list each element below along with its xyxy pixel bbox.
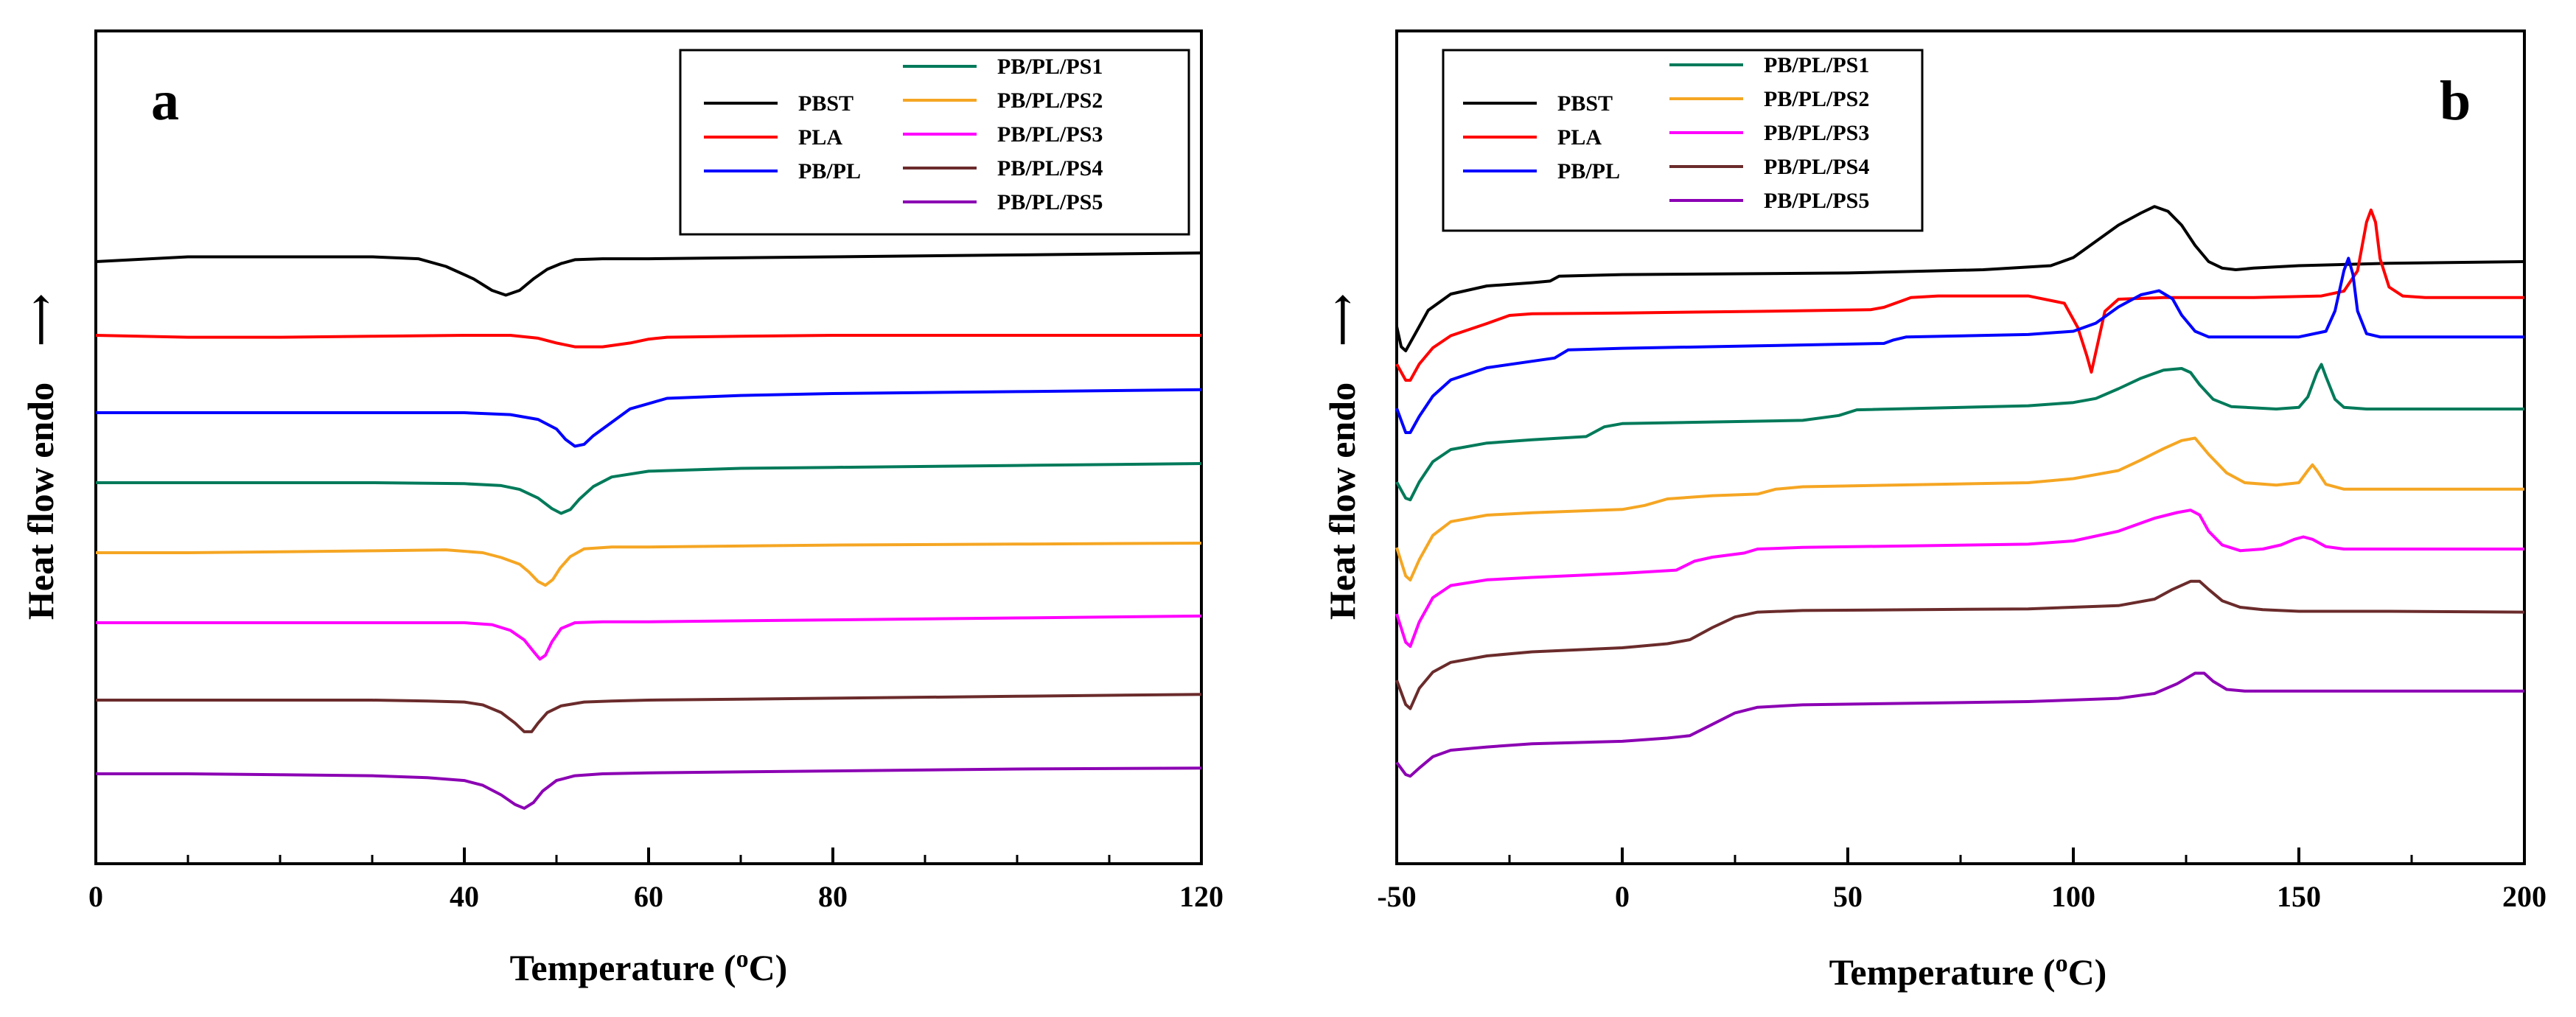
panel-b-legend-label-pbst: PBST — [1557, 91, 1613, 116]
panel-b-legend-label-pb-pl-ps4: PB/PL/PS4 — [1764, 155, 1869, 179]
panel-a-legend-label-pbst: PBST — [798, 91, 854, 116]
panel-a-xlabel-tail: C) — [749, 947, 788, 988]
panel-a-legend-label-pb-pl-ps4: PB/PL/PS4 — [997, 156, 1103, 181]
panel-b-legend-label-pb-pl: PB/PL — [1557, 159, 1620, 184]
panel-a-x-ticks: 0 40 60 80 120 — [88, 848, 1224, 913]
panel-a-tick-label: 40 — [450, 880, 479, 913]
panel-a-series-group — [95, 251, 1202, 810]
panel-b-x-label: Temperature (oC) — [1829, 950, 2107, 993]
panel-b-tick-label: 200 — [2502, 880, 2547, 913]
panel-a-legend-label-pla: PLA — [798, 125, 842, 150]
panel-b-legend: PBST PLA PB/PL PB/PL/PS1 PB/PL/PS2 PB/PL/PS3 P… — [1442, 49, 1924, 232]
panel-b-legend-label-pla: PLA — [1557, 125, 1602, 150]
panel-a-legend-label-pb-pl: PB/PL — [798, 159, 861, 184]
panel-a-series-pb-pl-ps5 — [96, 766, 1202, 810]
panel-a-series-pb-pl-ps1 — [96, 462, 1202, 515]
panel-b-xlabel-tail: C) — [2068, 951, 2107, 993]
panel-a-legend-label-pb-pl-ps2: PB/PL/PS2 — [997, 88, 1103, 113]
panel-b-series-pb-pl-ps3 — [1395, 508, 2524, 648]
panel-b-series-pla — [1395, 209, 2524, 382]
panel-b-tick-label: 0 — [1615, 880, 1630, 913]
panel-b-tick-label: 150 — [2277, 880, 2321, 913]
panel-b-tick-label: 50 — [1833, 880, 1863, 913]
panel-a-tick-label: 0 — [88, 880, 103, 913]
panel-b-tick-label: -50 — [1377, 880, 1416, 913]
panel-a-series-pb-pl — [96, 388, 1202, 448]
panel-b-x-ticks: -50 0 50 100 150 200 — [1377, 848, 2547, 913]
panel-b-series-pb-pl-ps2 — [1395, 436, 2524, 581]
panel-a-legend-box — [679, 49, 1190, 236]
panel-b-ylabel-text: Heat flow endo — [1322, 382, 1363, 620]
panel-b-series-pb-pl-ps4 — [1395, 579, 2525, 710]
panel-a-tick-label: 80 — [818, 880, 848, 913]
panel-b: -50 0 50 100 150 200 b PBSTPLAPB/PLPB/PL/PS1P… — [1322, 29, 2547, 993]
panel-b-legend-label-pb-pl-ps2: PB/PL/PS2 — [1764, 87, 1869, 111]
panel-b-series-pb-pl — [1395, 256, 2524, 434]
panel-a-tick-label: 60 — [634, 880, 663, 913]
panel-b-legend-label-pb-pl-ps1: PB/PL/PS1 — [1764, 53, 1869, 77]
panel-a-series-pb-pl-ps4 — [96, 693, 1202, 733]
panel-b-series-pb-pl-ps5 — [1395, 671, 2524, 778]
panel-a-xlabel-main: Temperature ( — [510, 947, 736, 988]
panel-b-y-label: Heat flow endo ⟶ — [1322, 293, 1363, 620]
panel-b-series-pbst — [1395, 205, 2525, 352]
panel-b-series-pb-pl-ps1 — [1395, 363, 2524, 502]
panel-a-ylabel-arrow: ⟶ — [20, 293, 61, 346]
panel-b-ylabel-arrow: ⟶ — [1322, 293, 1363, 346]
panel-a-series-pbst — [95, 251, 1202, 297]
panel-a-legend-label-pb-pl-ps3: PB/PL/PS3 — [997, 122, 1103, 147]
panel-b-series-group — [1395, 205, 2525, 778]
panel-a-series-pla — [95, 334, 1201, 349]
panel-a-legend-label-pb-pl-ps5: PB/PL/PS5 — [997, 190, 1103, 214]
panel-b-xlabel-main: Temperature ( — [1829, 951, 2056, 993]
panel-a-ylabel-text: Heat flow endo — [20, 382, 61, 620]
panel-a-legend: PBST PLA PB/PL PB/PL/PS1 PB/PL/PS2 PB/PL/PS3 P… — [679, 49, 1190, 236]
panel-a-xlabel-sup: o — [736, 946, 749, 973]
panel-a: 0 40 60 80 120 a PBST PLA PB/PL PB/PL/PS1 PB/PL/… — [20, 29, 1224, 988]
panel-a-y-label: Heat flow endo ⟶ — [20, 293, 61, 620]
panel-b-legend-label-pb-pl-ps5: PB/PL/PS5 — [1764, 189, 1869, 213]
panel-b-legend-label-pb-pl-ps3: PB/PL/PS3 — [1764, 121, 1869, 145]
panel-a-series-pb-pl-ps3 — [96, 614, 1202, 661]
panel-a-x-label: Temperature (oC) — [510, 946, 788, 988]
panel-a-series-pb-pl-ps2 — [96, 542, 1202, 587]
panel-a-legend-label-pb-pl-ps1: PB/PL/PS1 — [997, 55, 1103, 79]
panel-b-tick-label: 100 — [2051, 880, 2095, 913]
panel-a-letter: a — [151, 70, 179, 132]
panel-b-xlabel-sup: o — [2056, 950, 2068, 977]
panel-b-letter: b — [2440, 70, 2471, 132]
panel-a-tick-label: 120 — [1179, 880, 1224, 913]
